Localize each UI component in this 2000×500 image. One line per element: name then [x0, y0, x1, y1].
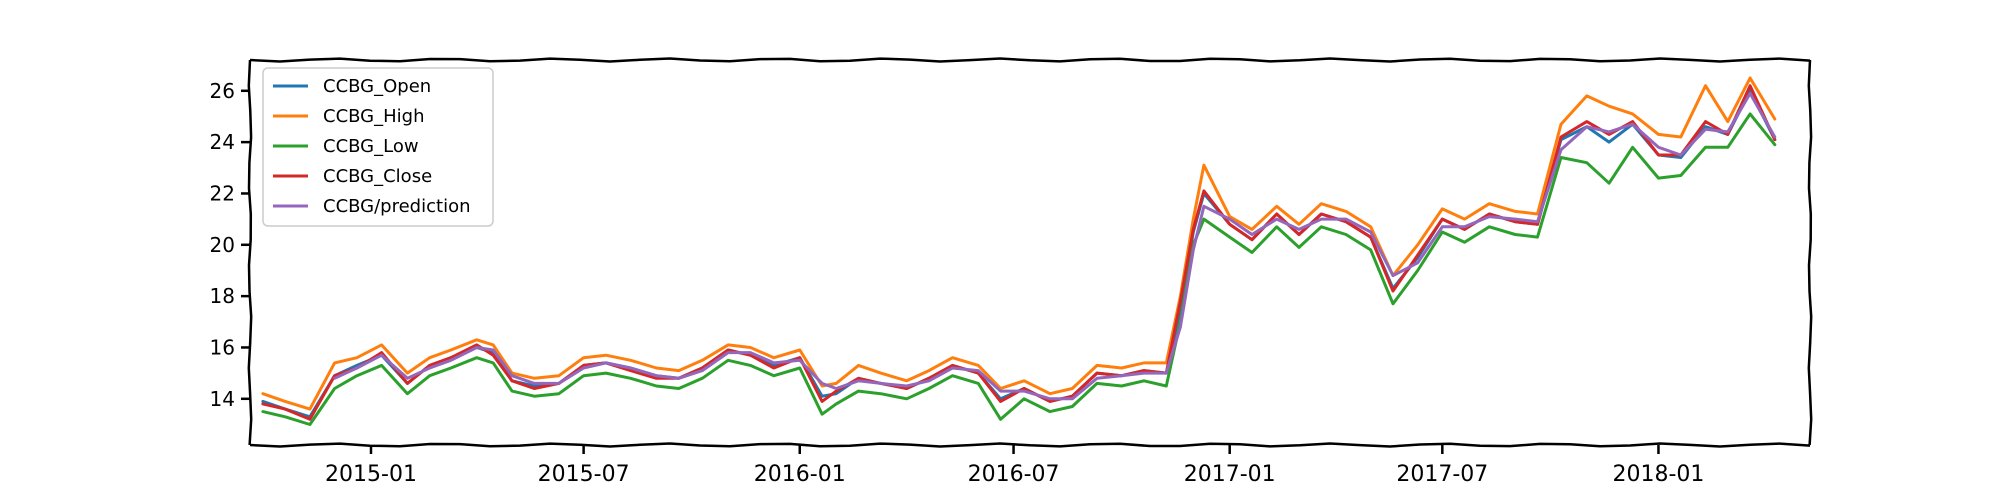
- legend-label: CCBG_High: [323, 106, 425, 127]
- frame-bottom: [249, 442, 1811, 448]
- frame-right: [1807, 59, 1813, 446]
- legend-box: [262, 67, 494, 227]
- x-tick-label: 2016-07: [968, 462, 1060, 487]
- legend-label: CCBG_Low: [323, 136, 419, 157]
- y-tick-label: 24: [210, 130, 235, 154]
- series-line-ccbg-low: [261, 112, 1777, 426]
- x-tick-label: 2015-01: [325, 462, 417, 487]
- frame-left: [247, 59, 253, 446]
- axes: 14 16 18 20 22 24 26 2015-01 2015-07 2016-01 2016-…: [210, 57, 1813, 487]
- y-tick-label: 22: [210, 181, 235, 205]
- plot-area: [261, 76, 1777, 426]
- y-tick-label: 20: [210, 233, 235, 257]
- y-tick-label: 18: [210, 284, 235, 308]
- legend: CCBG_Open CCBG_High CCBG_Low CCBG_Close CCBG…: [262, 67, 494, 227]
- x-tick-label: 2017-01: [1184, 462, 1276, 487]
- y-tick-label: 26: [210, 79, 235, 103]
- legend-label: CCBG_Close: [323, 166, 432, 187]
- series-line-ccbg-prediction: [333, 91, 1777, 401]
- legend-label: CCBG/prediction: [323, 196, 471, 217]
- x-tick-label: 2016-01: [754, 462, 846, 487]
- series-line-ccbg-high: [261, 76, 1777, 411]
- legend-label: CCBG_Open: [323, 76, 431, 97]
- y-tick-label: 16: [210, 335, 235, 359]
- x-tick-label: 2017-07: [1396, 462, 1488, 487]
- x-tick-label: 2018-01: [1613, 462, 1705, 487]
- series-line-ccbg-close: [261, 84, 1777, 421]
- x-tick-label: 2015-07: [538, 462, 630, 487]
- frame-top: [249, 57, 1811, 63]
- y-tick-label: 14: [210, 387, 235, 411]
